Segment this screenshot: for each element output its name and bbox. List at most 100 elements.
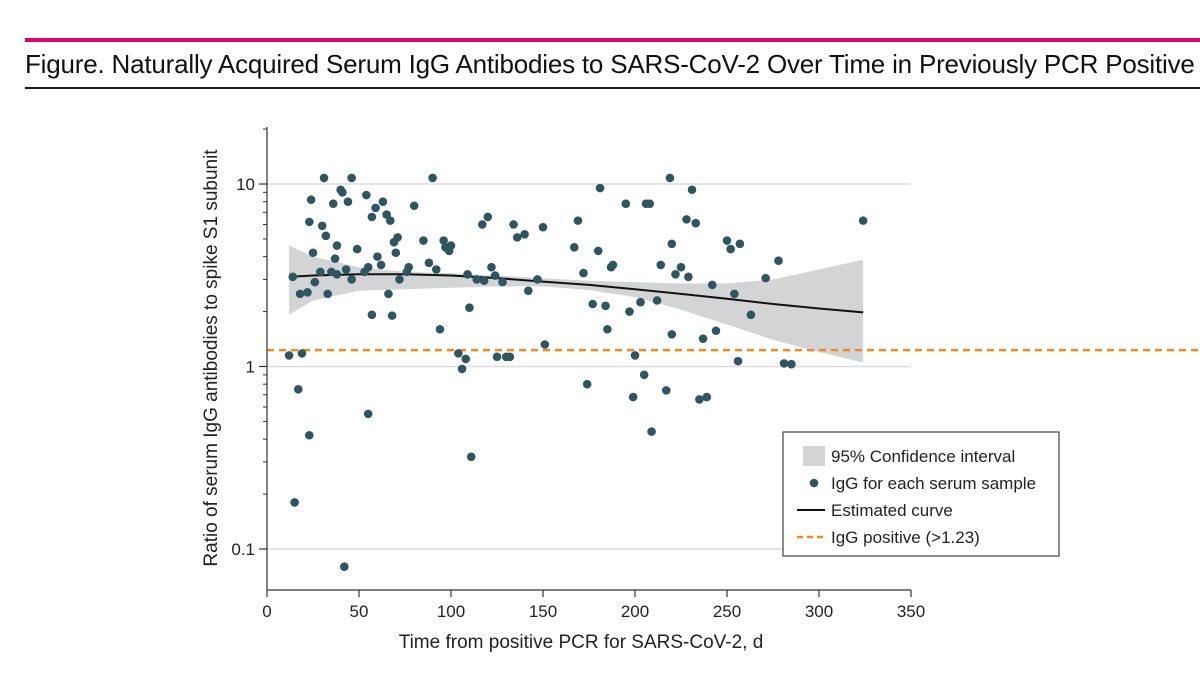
- data-point: [579, 268, 588, 278]
- points-layer: [284, 173, 868, 571]
- data-point: [461, 354, 471, 364]
- data-point: [387, 311, 397, 320]
- data-point: [671, 270, 680, 279]
- data-point: [378, 197, 388, 206]
- figure-title: Figure. Naturally Acquired Serum IgG Ant…: [25, 49, 1200, 79]
- data-point: [505, 352, 515, 362]
- data-point: [305, 217, 314, 227]
- y-tick-label: 0.1: [231, 540, 255, 559]
- data-point: [439, 236, 448, 245]
- legend-label: 95% Confidence interval: [831, 447, 1015, 466]
- data-point: [667, 239, 677, 249]
- data-point: [306, 195, 316, 205]
- data-point: [316, 267, 325, 277]
- data-point: [735, 239, 745, 249]
- data-point: [384, 289, 393, 299]
- data-point: [569, 242, 579, 252]
- data-point: [330, 254, 340, 263]
- data-point: [691, 218, 701, 228]
- data-point: [305, 430, 314, 440]
- data-point: [363, 409, 373, 419]
- y-axis-title: Ratio of serum IgG antibodies to spike S…: [201, 149, 222, 567]
- data-point: [647, 427, 656, 436]
- data-point: [667, 330, 677, 339]
- data-point: [454, 349, 463, 358]
- data-point: [446, 241, 456, 250]
- data-point: [404, 262, 413, 272]
- data-point: [722, 236, 732, 245]
- x-tick-label: 50: [350, 602, 369, 621]
- data-point: [490, 271, 500, 280]
- data-point: [498, 277, 507, 287]
- data-point: [472, 275, 482, 284]
- data-point: [746, 310, 756, 320]
- data-point: [332, 241, 342, 250]
- data-point: [774, 256, 783, 265]
- data-point: [310, 277, 320, 287]
- accent-rule: [25, 38, 1200, 42]
- data-point: [682, 215, 691, 224]
- data-point: [639, 370, 649, 380]
- data-point: [297, 349, 307, 358]
- data-point: [393, 233, 402, 242]
- data-point: [726, 244, 735, 254]
- data-point: [487, 262, 496, 272]
- data-point: [457, 364, 467, 374]
- data-point: [288, 272, 298, 282]
- data-point: [466, 452, 476, 462]
- data-point: [317, 221, 327, 231]
- data-point: [419, 236, 428, 245]
- data-point: [352, 244, 362, 254]
- data-point: [483, 212, 493, 222]
- data-point: [290, 498, 299, 507]
- data-point: [295, 289, 305, 299]
- x-tick-label: 0: [262, 602, 271, 621]
- data-point: [523, 286, 533, 296]
- data-point: [367, 212, 377, 222]
- data-point: [636, 297, 645, 307]
- data-point: [293, 385, 303, 394]
- legend-label: Estimated curve: [831, 501, 953, 520]
- data-point: [695, 395, 704, 404]
- data-point: [540, 340, 550, 349]
- data-point: [363, 262, 373, 272]
- data-point: [520, 230, 529, 239]
- data-point: [676, 262, 686, 272]
- data-point: [479, 276, 489, 286]
- x-tick-label: 100: [437, 602, 465, 621]
- legend-box: [782, 431, 1060, 557]
- data-point: [628, 392, 638, 402]
- y-tick-label: 10: [236, 175, 255, 194]
- data-point: [303, 288, 312, 297]
- data-point: [858, 216, 868, 225]
- legend: 95% Confidence interval IgG for each seru…: [782, 431, 1060, 557]
- y-tick-label: 1: [246, 358, 255, 377]
- axes-layer: 0 50 100 150 200 250 300 350 0.1 1 10: [231, 127, 925, 621]
- data-point: [625, 307, 634, 316]
- data-point: [621, 199, 631, 208]
- data-point: [661, 386, 671, 395]
- data-point: [339, 562, 349, 571]
- data-point: [308, 248, 318, 258]
- x-tick-label: 250: [713, 602, 741, 621]
- data-point: [319, 173, 329, 183]
- data-point: [761, 273, 770, 283]
- data-point: [656, 260, 666, 270]
- data-point: [733, 356, 743, 366]
- data-point: [347, 275, 356, 284]
- x-axis-title: Time from positive PCR for SARS-CoV-2, d: [399, 632, 764, 653]
- data-point: [687, 185, 697, 195]
- data-point: [787, 359, 796, 369]
- data-point: [588, 299, 597, 309]
- legend-label: IgG for each serum sample: [831, 474, 1036, 493]
- data-point: [730, 289, 739, 299]
- data-point: [608, 260, 618, 270]
- data-point: [435, 324, 445, 334]
- data-point: [323, 289, 333, 299]
- data-point: [665, 173, 675, 183]
- data-point: [343, 197, 353, 206]
- data-point: [385, 216, 395, 225]
- data-point: [593, 246, 603, 256]
- x-tick-label: 300: [805, 602, 833, 621]
